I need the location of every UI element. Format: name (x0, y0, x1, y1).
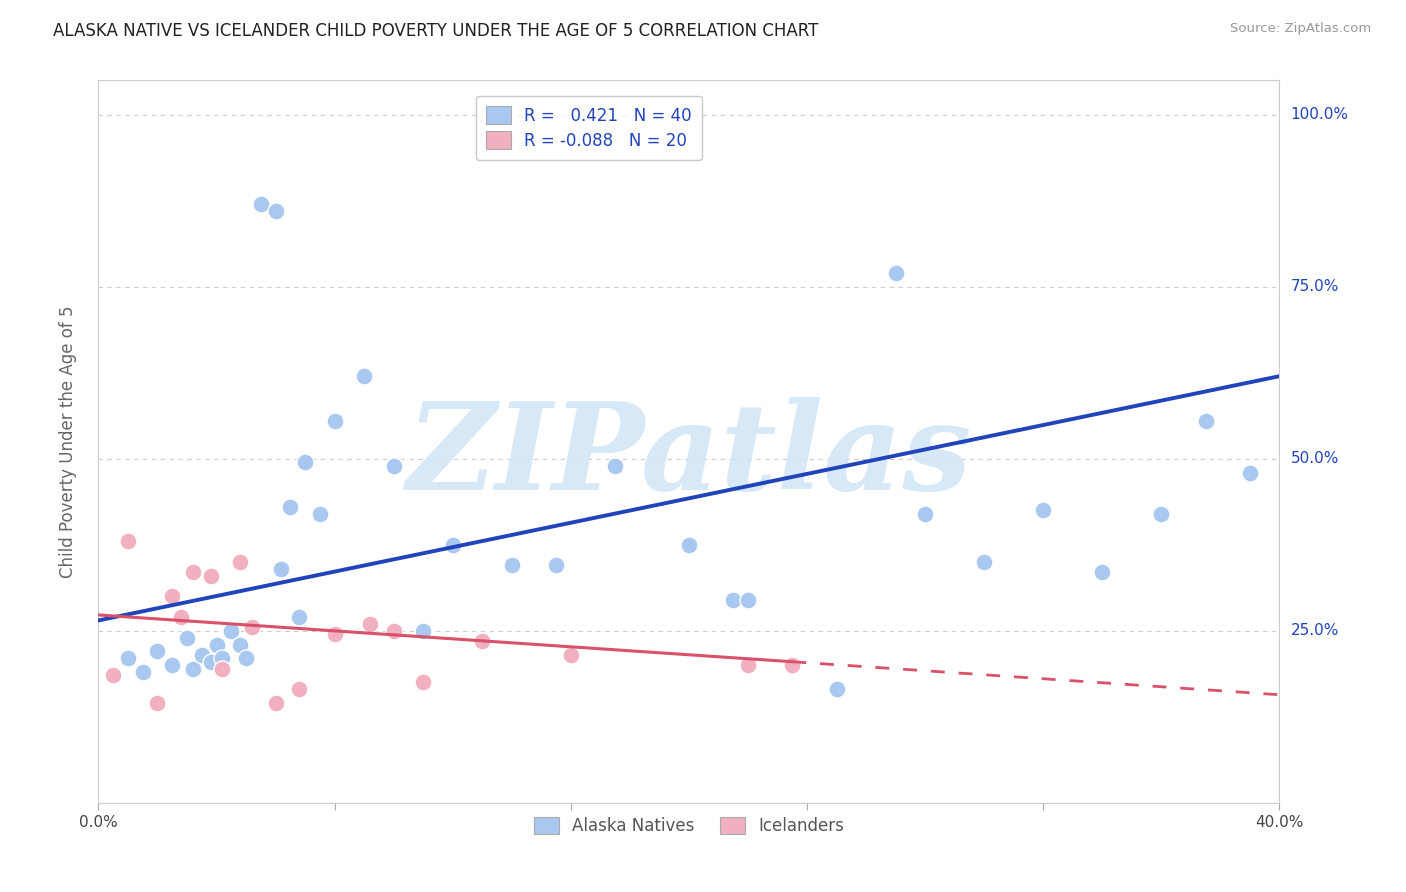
Text: ZIPatlas: ZIPatlas (406, 397, 972, 516)
Point (1091, 566, 1114, 580)
Point (825, 682, 848, 697)
Point (737, 658, 759, 673)
Point (441, 538, 464, 552)
Point (176, 631, 198, 645)
Point (181, 566, 204, 580)
Point (221, 624, 243, 638)
Point (240, 620, 263, 634)
Point (1150, 507, 1173, 521)
Point (546, 558, 568, 573)
Point (782, 658, 804, 673)
Text: 25.0%: 25.0% (1291, 624, 1339, 639)
Point (973, 555, 995, 569)
Point (117, 651, 139, 665)
Point (471, 634, 494, 648)
Point (264, 696, 287, 710)
Point (294, 455, 316, 469)
Point (382, 624, 405, 638)
Text: 100.0%: 100.0% (1291, 107, 1348, 122)
Text: 75.0%: 75.0% (1291, 279, 1339, 294)
Point (1239, 466, 1261, 480)
Point (914, 507, 936, 521)
Point (235, 651, 257, 665)
Point (103, 668, 125, 682)
Point (146, 644, 169, 658)
Point (309, 507, 332, 521)
Point (605, 458, 627, 473)
Point (162, 590, 183, 604)
Point (170, 610, 193, 624)
Point (162, 658, 183, 673)
Point (132, 665, 155, 679)
Point (382, 458, 405, 473)
Legend: Alaska Natives, Icelanders: Alaska Natives, Icelanders (527, 810, 851, 841)
Y-axis label: Child Poverty Under the Age of 5: Child Poverty Under the Age of 5 (59, 305, 77, 578)
Point (288, 610, 311, 624)
Point (323, 414, 346, 428)
Point (288, 682, 311, 697)
Point (200, 655, 222, 669)
Point (229, 638, 252, 652)
Point (359, 616, 381, 631)
Point (1032, 503, 1054, 517)
Point (412, 624, 434, 638)
Point (280, 500, 302, 514)
Point (181, 662, 204, 676)
Point (191, 648, 214, 662)
Point (353, 369, 375, 384)
Point (211, 651, 233, 665)
Point (229, 555, 252, 569)
Point (884, 266, 907, 280)
Point (270, 562, 292, 576)
Point (737, 592, 759, 607)
Point (200, 568, 222, 582)
Point (723, 592, 745, 607)
Point (501, 558, 523, 573)
Point (412, 675, 434, 690)
Point (678, 538, 700, 552)
Point (211, 662, 233, 676)
Text: Source: ZipAtlas.com: Source: ZipAtlas.com (1230, 22, 1371, 36)
Point (146, 696, 169, 710)
Point (560, 648, 582, 662)
Point (250, 197, 273, 211)
Text: ALASKA NATIVE VS ICELANDER CHILD POVERTY UNDER THE AGE OF 5 CORRELATION CHART: ALASKA NATIVE VS ICELANDER CHILD POVERTY… (53, 22, 818, 40)
Point (205, 638, 228, 652)
Point (323, 627, 346, 641)
Point (264, 204, 287, 219)
Point (117, 534, 139, 549)
Text: 50.0%: 50.0% (1291, 451, 1339, 467)
Point (1195, 414, 1218, 428)
